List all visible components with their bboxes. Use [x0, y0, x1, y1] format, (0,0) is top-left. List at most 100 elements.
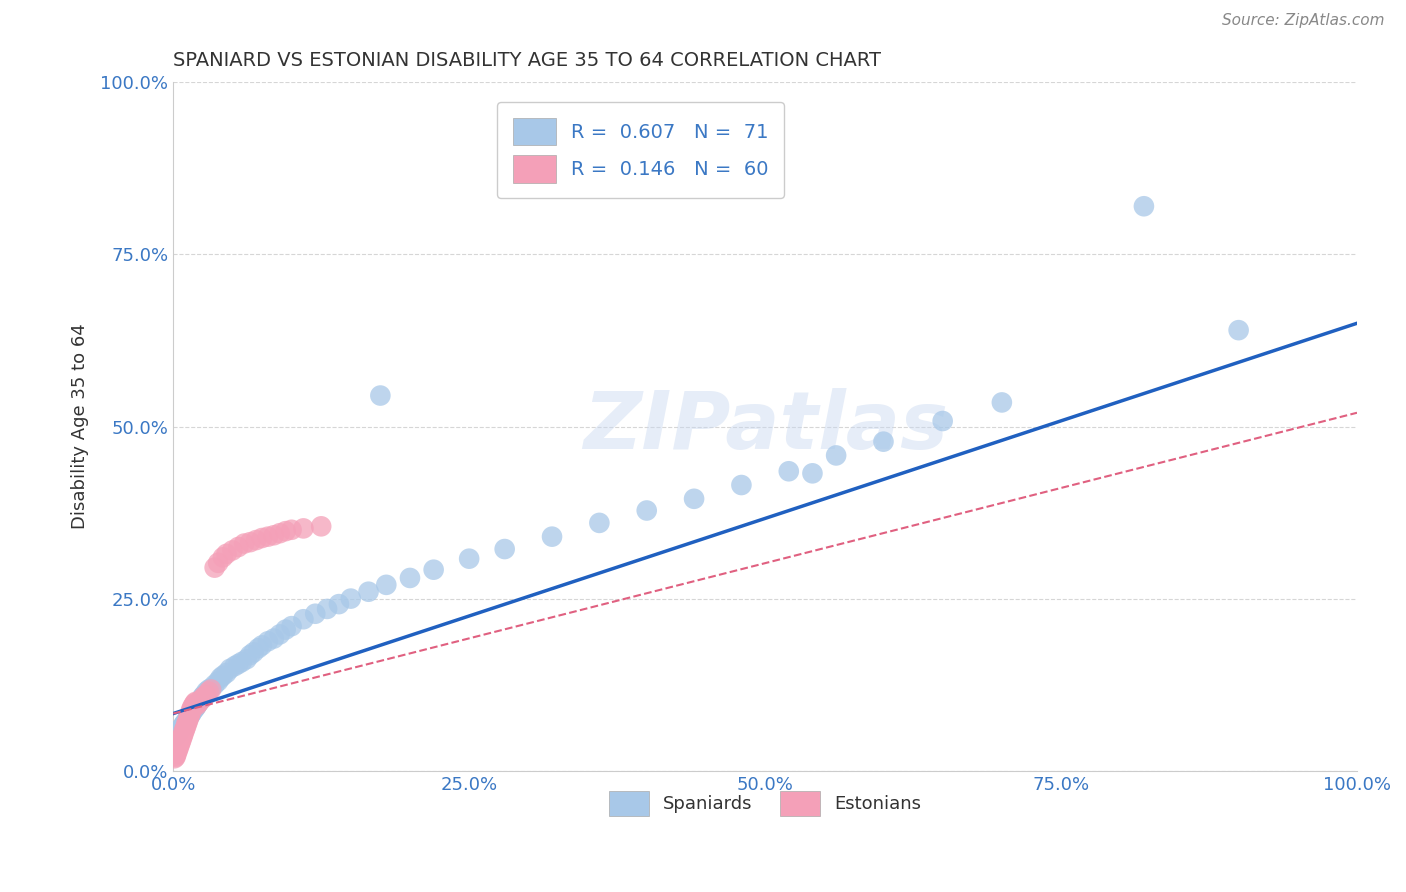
Point — [163, 751, 186, 765]
Point — [778, 464, 800, 478]
Point — [166, 744, 188, 758]
Point — [588, 516, 610, 530]
Point — [195, 688, 218, 702]
Point — [197, 682, 219, 697]
Point — [247, 641, 270, 656]
Point — [190, 693, 212, 707]
Point — [207, 674, 229, 689]
Point — [931, 414, 953, 428]
Point — [172, 728, 194, 742]
Point — [187, 696, 209, 710]
Point — [174, 721, 197, 735]
Point — [177, 712, 200, 726]
Point — [422, 563, 444, 577]
Point — [174, 714, 197, 728]
Point — [167, 743, 190, 757]
Point — [228, 540, 250, 554]
Point — [541, 530, 564, 544]
Point — [174, 723, 197, 737]
Point — [212, 669, 235, 683]
Point — [636, 503, 658, 517]
Point — [274, 623, 297, 637]
Point — [195, 684, 218, 698]
Point — [224, 659, 246, 673]
Point — [204, 678, 226, 692]
Point — [263, 528, 285, 542]
Point — [200, 682, 222, 697]
Point — [375, 578, 398, 592]
Point — [179, 707, 201, 722]
Point — [357, 584, 380, 599]
Point — [180, 705, 202, 719]
Point — [458, 551, 481, 566]
Point — [177, 710, 200, 724]
Point — [872, 434, 894, 449]
Point — [239, 535, 262, 549]
Point — [280, 523, 302, 537]
Point — [174, 717, 197, 731]
Point — [207, 556, 229, 570]
Point — [174, 719, 197, 733]
Point — [399, 571, 422, 585]
Point — [991, 395, 1014, 409]
Point — [169, 723, 191, 737]
Point — [304, 607, 326, 621]
Point — [177, 710, 200, 724]
Point — [197, 684, 219, 698]
Point — [176, 712, 198, 726]
Point — [316, 602, 339, 616]
Point — [494, 542, 516, 557]
Point — [231, 655, 253, 669]
Point — [183, 703, 205, 717]
Point — [166, 747, 188, 761]
Point — [166, 728, 188, 742]
Point — [370, 388, 392, 402]
Point — [219, 662, 242, 676]
Point — [221, 543, 243, 558]
Point — [186, 698, 208, 713]
Point — [180, 707, 202, 722]
Point — [1227, 323, 1250, 337]
Point — [683, 491, 706, 506]
Point — [167, 741, 190, 756]
Point — [250, 639, 273, 653]
Point — [179, 708, 201, 723]
Point — [174, 715, 197, 730]
Text: Source: ZipAtlas.com: Source: ZipAtlas.com — [1222, 13, 1385, 29]
Point — [209, 671, 232, 685]
Point — [183, 698, 205, 713]
Point — [245, 533, 267, 547]
Point — [801, 467, 824, 481]
Point — [173, 723, 195, 738]
Point — [257, 634, 280, 648]
Point — [188, 695, 211, 709]
Point — [235, 652, 257, 666]
Point — [165, 729, 187, 743]
Point — [193, 690, 215, 704]
Point — [292, 612, 315, 626]
Point — [165, 748, 187, 763]
Point — [190, 691, 212, 706]
Point — [193, 688, 215, 702]
Point — [169, 736, 191, 750]
Point — [183, 696, 205, 710]
Point — [169, 735, 191, 749]
Text: ZIPatlas: ZIPatlas — [582, 387, 948, 466]
Point — [328, 597, 350, 611]
Point — [184, 700, 207, 714]
Point — [200, 681, 222, 695]
Point — [215, 547, 238, 561]
Point — [191, 690, 214, 704]
Point — [184, 695, 207, 709]
Point — [165, 750, 187, 764]
Point — [172, 719, 194, 733]
Point — [309, 519, 332, 533]
Point — [250, 531, 273, 545]
Point — [167, 739, 190, 754]
Point — [173, 726, 195, 740]
Point — [170, 732, 193, 747]
Point — [730, 478, 752, 492]
Point — [170, 731, 193, 745]
Point — [239, 648, 262, 662]
Point — [181, 700, 204, 714]
